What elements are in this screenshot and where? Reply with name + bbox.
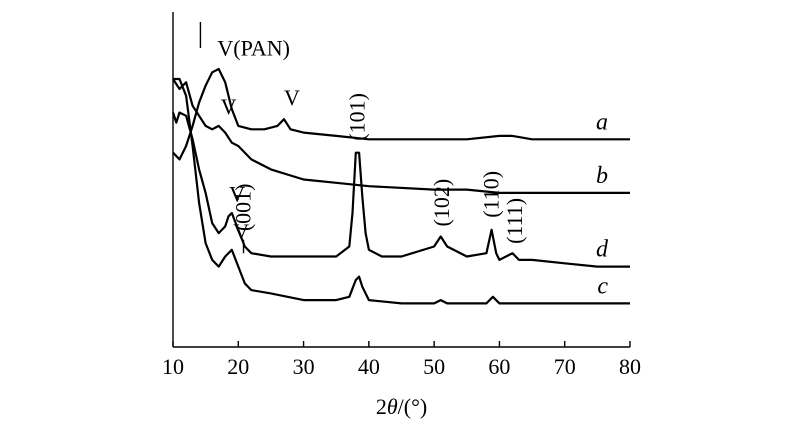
annotation-0: V <box>229 182 245 207</box>
x-tick-label-70: 70 <box>554 354 576 379</box>
annotation-5: (111) <box>502 198 527 244</box>
annotation-1: (001) <box>231 183 256 231</box>
series-label-c: c <box>597 273 608 299</box>
x-tick-label-50: 50 <box>423 354 445 379</box>
x-axis-title-prefix: 2 <box>376 394 387 419</box>
x-axis-title-symbol: θ <box>387 394 398 419</box>
annotation-7: V <box>221 94 237 119</box>
series-label-b: b <box>596 163 608 189</box>
x-tick-label-60: 60 <box>488 354 510 379</box>
axis-frame <box>172 12 630 348</box>
curve-a <box>172 67 630 161</box>
annotation-9: V <box>284 85 300 110</box>
annotations: V(001)(101)(102) (110)(111)VVV(PAN)V <box>199 22 527 254</box>
x-tick-label-80: 80 <box>619 354 641 379</box>
x-axis-title-suffix: /(°) <box>398 394 428 419</box>
x-tick-label-20: 20 <box>227 354 249 379</box>
annotation-8: V(PAN) <box>217 36 290 61</box>
curve-b <box>172 78 630 194</box>
annotation-3: (102) <box>429 179 454 227</box>
x-axis-title: 2θ/(°) <box>376 394 427 419</box>
curves <box>171 67 630 305</box>
series-label-d: d <box>596 237 609 263</box>
x-ticks: 10 20 30 40 50 60 70 80 <box>162 341 641 379</box>
annotation-4: (110) <box>479 171 504 218</box>
curve-d <box>171 111 630 268</box>
x-tick-label-30: 30 <box>293 354 315 379</box>
x-tick-label-40: 40 <box>358 354 380 379</box>
series-labels: a b cd <box>596 109 609 299</box>
annotation-6: V <box>233 219 249 244</box>
curve-c <box>173 77 630 305</box>
series-label-a: a <box>596 109 608 135</box>
annotation-2: (101) <box>345 93 370 141</box>
x-tick-label-10: 10 <box>162 354 184 379</box>
